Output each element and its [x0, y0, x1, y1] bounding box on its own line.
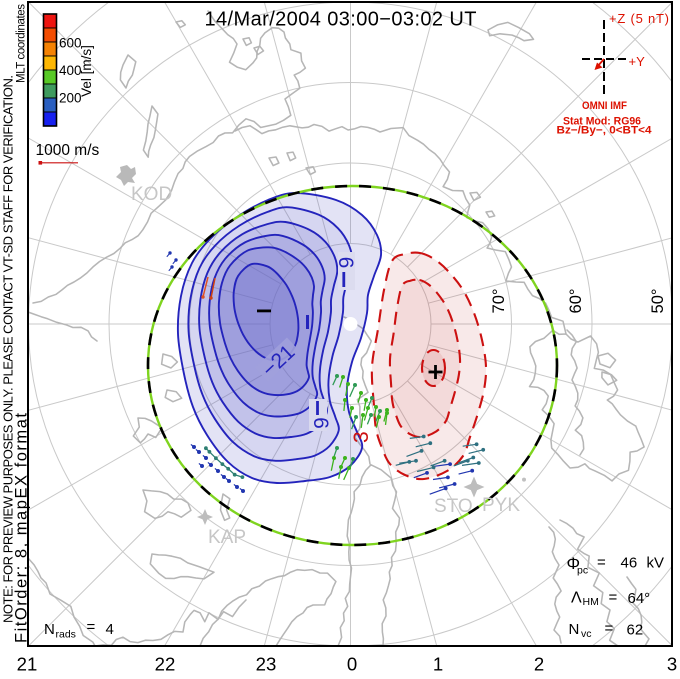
svg-text:PYK: PYK	[482, 495, 520, 516]
svg-text:600: 600	[59, 36, 82, 51]
svg-text:2: 2	[534, 654, 544, 675]
svg-text:4: 4	[106, 621, 114, 638]
svg-text:N: N	[44, 621, 55, 638]
svg-text:kV: kV	[647, 555, 665, 572]
svg-text:MLT coordinates: MLT coordinates	[15, 4, 27, 83]
svg-text:FitOrder: 8, mapEX format: FitOrder: 8, mapEX format	[13, 413, 31, 643]
svg-text:+Y: +Y	[629, 54, 646, 69]
svg-text:9: 9	[311, 417, 334, 429]
svg-text:1000 m/s: 1000 m/s	[36, 142, 100, 159]
svg-text:3: 3	[667, 654, 677, 675]
svg-text:=: =	[609, 589, 618, 606]
svg-text:3: 3	[350, 431, 373, 443]
svg-text:70°: 70°	[490, 289, 508, 314]
svg-text:Vel [m/s]: Vel [m/s]	[79, 45, 94, 97]
svg-text:OMNI IMF: OMNI IMF	[582, 100, 627, 112]
svg-text:14/Mar/2004 03:00−03:02 UT: 14/Mar/2004 03:00−03:02 UT	[205, 9, 477, 31]
svg-text:0: 0	[347, 654, 357, 675]
svg-text:=: =	[87, 619, 96, 636]
svg-text:rads: rads	[56, 629, 76, 641]
svg-text:200: 200	[59, 91, 82, 106]
svg-text:9: 9	[336, 257, 359, 269]
svg-text:NOTE: FOR PREVIEW PURPOSES ONL: NOTE: FOR PREVIEW PURPOSES ONLY. PLEASE …	[1, 75, 16, 623]
svg-text:Stat Mod: RG96: Stat Mod: RG96	[563, 116, 641, 128]
svg-text:KOD: KOD	[131, 184, 172, 205]
svg-text:22: 22	[155, 654, 176, 675]
svg-text:pc: pc	[577, 565, 588, 577]
svg-text:1: 1	[433, 654, 443, 675]
svg-text:vc: vc	[581, 628, 592, 640]
svg-text:=: =	[597, 554, 606, 571]
svg-text:KAP: KAP	[208, 527, 246, 548]
svg-text:Φ: Φ	[567, 554, 581, 573]
svg-text:60°: 60°	[567, 289, 585, 314]
svg-text:50°: 50°	[649, 289, 667, 314]
svg-text:STO: STO	[434, 496, 473, 517]
svg-text:+Z (5 nT): +Z (5 nT)	[609, 11, 669, 26]
svg-text:Λ: Λ	[571, 590, 582, 607]
svg-text:N: N	[569, 621, 580, 638]
svg-text:46: 46	[621, 555, 638, 572]
svg-text:23: 23	[256, 654, 277, 675]
svg-text:62: 62	[627, 622, 644, 639]
svg-text:HM: HM	[583, 596, 599, 608]
svg-text:=: =	[605, 620, 614, 637]
svg-text:400: 400	[59, 63, 82, 78]
svg-text:21: 21	[17, 654, 38, 675]
svg-text:Bz−/By−, 0<BT<4: Bz−/By−, 0<BT<4	[557, 125, 653, 137]
svg-text:64°: 64°	[628, 590, 651, 607]
